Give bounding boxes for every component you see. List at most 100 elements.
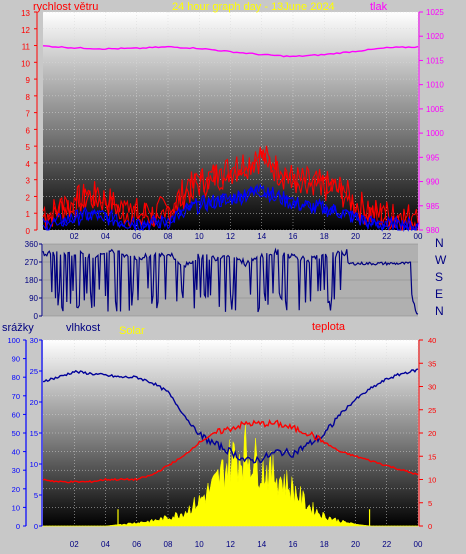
rain-y-tick-label: 30 [12,466,20,475]
wind-x-tick-label: 22 [382,232,391,241]
pressure-y-tick-label: 990 [426,178,440,187]
wind-y-tick-label: 2 [26,193,31,202]
wind-x-tick-label: 02 [70,232,79,241]
rain-y-tick-label: 40 [12,448,20,457]
humidity-y-tick-label: 20 [30,398,38,407]
wind-y-tick-label: 9 [26,76,31,85]
humidity-y-tick-label: 30 [30,336,38,345]
wind-x-tick-label: 06 [132,232,141,241]
humidity-y-tick-label: 0 [34,522,38,531]
weather-x-tick-label: 22 [382,540,391,549]
weather-x-tick-label: 04 [101,540,110,549]
wind-y-tick-label: 5 [26,143,31,152]
direction-y-tick-label: 0 [34,312,39,321]
compass-west: W [435,253,447,267]
pressure-y-tick-label: 1025 [426,8,444,17]
wind-y-tick-label: 1 [26,210,31,219]
temp-y-tick-label: 25 [428,406,436,415]
temp-y-tick-label: 10 [428,476,436,485]
wind-y-tick-label: 0 [26,227,31,236]
weather-x-tick-label: 12 [226,540,235,549]
weather-x-tick-label: 20 [351,540,360,549]
direction-y-tick-label: 180 [25,276,39,285]
wind-y-tick-label: 4 [26,160,31,169]
humidity-line [42,368,419,464]
weather-x-tick-label: 08 [164,540,173,549]
pressure-y-tick-label: 1020 [426,32,444,41]
wind-x-tick-label: 20 [351,232,360,241]
rain-y-tick-label: 0 [16,522,20,531]
wind-y-tick-label: 11 [22,43,31,52]
wind-x-tick-label: 04 [101,232,110,241]
humidity-label: vlhkost [66,322,100,334]
wind-x-tick-label: 12 [226,232,235,241]
weather-x-tick-label: 14 [257,540,266,549]
compass-north-bottom: N [435,304,444,318]
rain-y-tick-label: 90 [12,355,20,364]
wind-x-tick-label: 00 [414,232,423,241]
compass-east: E [435,287,443,301]
temperature-label: teplota [312,321,346,333]
temp-y-tick-label: 20 [428,429,436,438]
wind-y-tick-label: 3 [26,177,31,186]
rain-label: srážky [2,322,34,334]
chart-title: 24 hour graph day - 13June 2024 [172,1,335,13]
temp-y-tick-label: 30 [428,383,436,392]
solar-label: Solar [119,325,145,337]
rain-y-tick-label: 60 [12,410,20,419]
weather-x-tick-label: 18 [320,540,329,549]
weather-x-tick-label: 16 [289,540,298,549]
wind-x-tick-label: 10 [195,232,204,241]
weather-x-tick-label: 06 [132,540,141,549]
direction-y-tick-label: 270 [25,258,39,267]
weather-x-tick-label: 10 [195,540,204,549]
pressure-y-tick-label: 1000 [426,129,444,138]
humidity-y-tick-label: 10 [30,460,38,469]
compass-south: S [435,270,443,284]
pressure-line [42,45,419,58]
temp-y-tick-label: 35 [428,359,436,368]
compass-north-top: N [435,236,444,250]
rain-y-tick-label: 100 [7,336,20,345]
pressure-y-tick-label: 980 [426,226,440,235]
wind-x-tick-label: 08 [164,232,173,241]
humidity-y-tick-label: 25 [30,367,38,376]
rain-y-tick-label: 50 [12,429,20,438]
temp-y-tick-label: 15 [428,452,436,461]
wind-direction-line [42,247,419,315]
wind-y-tick-label: 7 [26,110,31,119]
temp-y-tick-label: 5 [428,499,432,508]
pressure-y-tick-label: 1005 [426,105,444,114]
pressure-label: tlak [370,1,388,13]
wind-y-tick-label: 13 [21,9,30,18]
pressure-y-tick-label: 995 [426,153,440,162]
wind-speed-line [42,183,419,232]
wind-y-tick-label: 10 [21,59,30,68]
pressure-y-tick-label: 1010 [426,81,444,90]
humidity-y-tick-label: 5 [34,491,38,500]
temperature-line [42,418,419,484]
humidity-y-tick-label: 15 [30,429,38,438]
pressure-y-tick-label: 985 [426,202,440,211]
weather-x-tick-label: 02 [70,540,79,549]
weather-x-tick-label: 00 [414,540,423,549]
wind-y-tick-label: 6 [26,126,31,135]
pressure-y-tick-label: 1015 [426,56,444,65]
temp-y-tick-label: 40 [428,336,436,345]
wind-x-tick-label: 16 [289,232,298,241]
wind-x-tick-label: 18 [320,232,329,241]
wind-speed-label: rychlost větru [33,1,98,13]
wind-y-tick-label: 8 [26,93,31,102]
direction-y-tick-label: 360 [25,240,39,249]
wind-y-tick-label: 12 [21,26,30,35]
solar-area [43,425,418,527]
rain-y-tick-label: 80 [12,373,20,382]
temp-y-tick-label: 0 [428,522,432,531]
direction-y-tick-label: 90 [29,294,38,303]
rain-y-tick-label: 10 [12,503,20,512]
rain-y-tick-label: 70 [12,392,20,401]
rain-y-tick-label: 20 [12,485,20,494]
wind-x-tick-label: 14 [257,232,266,241]
